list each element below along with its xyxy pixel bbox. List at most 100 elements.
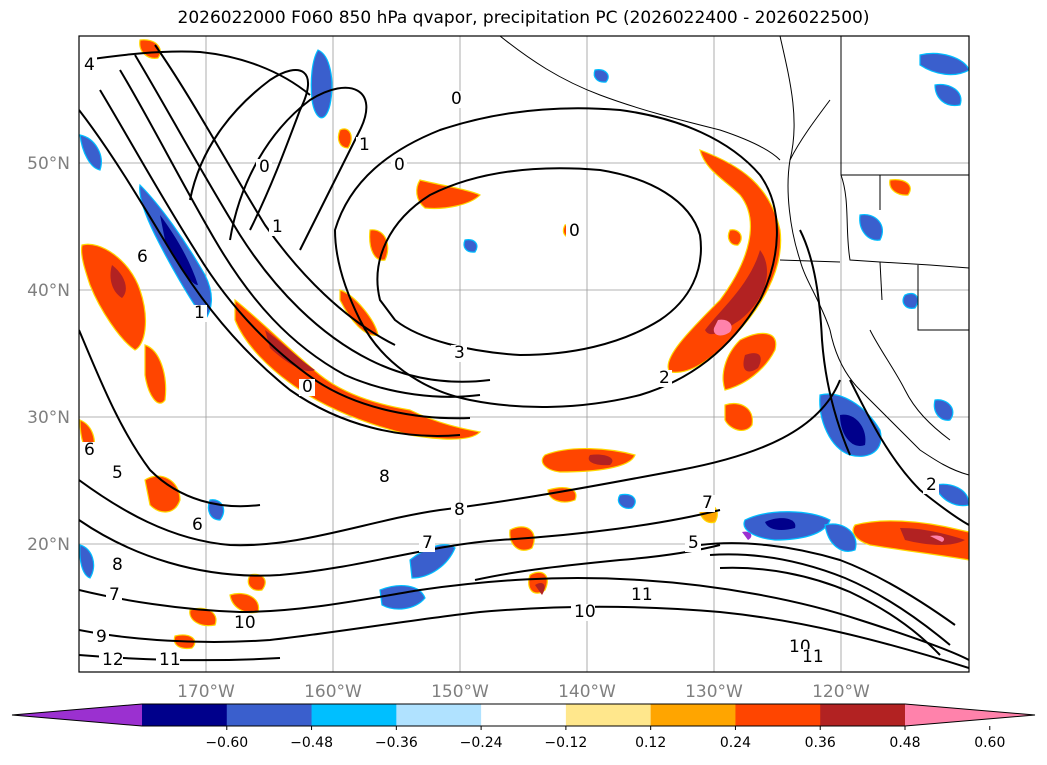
colorbar-tick-label: 0.24 [720,735,751,751]
contour-label-bg [81,442,97,459]
contour-label: 0 [451,89,462,109]
contour-label: 7 [422,533,433,553]
contour-label-bg [106,587,122,604]
contour-label-bg [99,652,123,669]
lon-label-140w: 140°W [558,682,616,702]
contour-label-bg [256,159,272,176]
contour-label: 0 [259,157,270,177]
colorbar-segment [311,704,397,726]
contour-label-bg [81,57,97,74]
contour-label-bg [451,345,467,362]
contour-label: 0 [302,377,313,397]
contour-label: 11 [631,585,653,605]
contour-label-bg [656,370,672,387]
colorbar-segment [735,704,821,726]
contour-label-bg [451,502,467,519]
colorbar-tick-label: −0.60 [205,735,248,751]
contour-label: 1 [359,135,370,155]
lat-label-40n: 40°N [27,281,70,301]
contour-label: 11 [159,650,181,670]
contour-label-bg [109,557,125,574]
latitude-labels: 50°N 40°N 30°N 20°N [27,154,70,555]
contour-label: 2 [659,368,670,388]
contour-label: 0 [569,221,580,241]
map-title: 2026022000 F060 850 hPa qvapor, precipit… [177,8,870,28]
contour-label: 6 [84,440,95,460]
lat-label-30n: 30°N [27,408,70,428]
contour-label: 1 [194,303,205,323]
contour-label-bg [93,629,109,646]
contour-label-bg [419,535,435,552]
contour-label: 10 [574,602,596,622]
colorbar-tick-label: 0.36 [805,735,836,751]
lon-label-170w: 170°W [177,682,235,702]
contour-label: 10 [234,613,256,633]
contour-label: 12 [102,650,124,670]
contour-label: 5 [688,533,699,553]
contour-label: 8 [454,500,465,520]
contour-label: 7 [702,493,713,513]
colorbar-tick-label: −0.24 [460,735,503,751]
contour-label: 11 [802,647,824,667]
colorbar-segment [820,704,906,726]
contour-label: 8 [112,555,123,575]
contour-label-bg [134,249,150,266]
contour-label-bg [923,477,939,494]
lat-label-50n: 50°N [27,154,70,174]
contour-label: 3 [454,343,465,363]
map-frame [78,35,970,673]
contour-label-bg [189,517,205,534]
colorbar: −0.60 −0.48 −0.36 −0.24 −0.12 0.12 0.24 0.36 0.4… [11,703,1036,751]
colorbar-segment [396,704,482,726]
coastlines [499,36,969,476]
contour-label-bg [391,157,407,174]
contour-label: 6 [192,515,203,535]
contour-label: 7 [109,585,120,605]
contour-label: 9 [96,627,107,647]
contour-label-bg [269,219,285,236]
colorbar-segment [226,704,313,726]
colorbar-segment [481,704,567,726]
colorbar-tick-label: 0.60 [974,735,1005,751]
contour-label-bg [699,495,715,512]
colorbar-segment [650,704,736,726]
qvapor-contours [79,44,969,669]
lon-label-120w: 120°W [812,682,870,702]
contour-label-bg [799,649,823,666]
colorbar-outline [11,703,1036,727]
contour-label-bg [566,223,582,240]
contour-label: 2 [926,475,937,495]
contour-label: 4 [84,55,95,75]
contour-label-bg [571,604,595,621]
contour-label-bg [685,535,701,552]
colorbar-extend-high [905,704,1035,726]
colorbar-segment [142,704,228,726]
contour-label-bg [109,465,125,482]
contour-label-bg [628,587,652,604]
contour-label-bg [231,615,255,632]
contour-label-bg [156,652,180,669]
contour-label-bg [299,379,315,396]
contour-label-bg [191,305,207,322]
colorbar-tick-label: −0.48 [290,735,333,751]
contour-label: 1 [272,217,283,237]
colorbar-tick-label: −0.12 [544,735,587,751]
colorbar-segment [565,704,652,726]
contour-label-bg [376,469,392,486]
precip-negative-fill [79,49,969,610]
lon-label-130w: 130°W [685,682,743,702]
lon-label-160w: 160°W [304,682,362,702]
colorbar-tick-label: −0.36 [375,735,418,751]
contour-label: 8 [379,467,390,487]
longitude-labels: 170°W 160°W 150°W 140°W 130°W 120°W [177,682,870,702]
contour-label-bg [448,91,464,108]
colorbar-tick-label: 0.12 [635,735,666,751]
contour-label: 0 [394,155,405,175]
lon-label-150w: 150°W [431,682,489,702]
contour-label: 6 [137,247,148,267]
colorbar-extend-low [12,704,142,726]
lat-label-20n: 20°N [27,535,70,555]
colorbar-tick-label: 0.48 [889,735,920,751]
